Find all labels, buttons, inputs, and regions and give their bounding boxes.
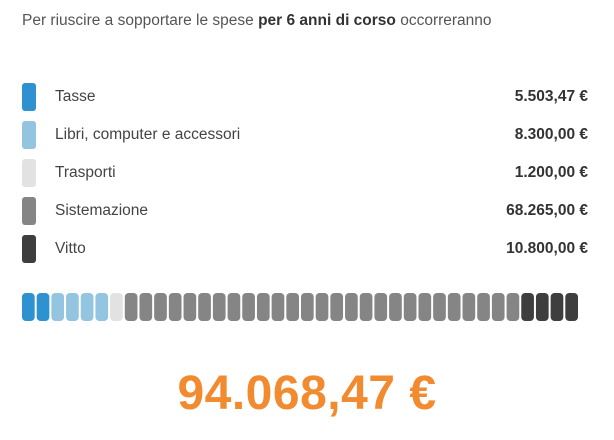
bar-segment (315, 293, 329, 321)
bar-segment (286, 293, 299, 321)
bar-segment (22, 293, 35, 321)
expense-label: Tasse (55, 88, 96, 105)
bar-segment (565, 293, 578, 321)
bar-segment (139, 293, 153, 321)
expense-label: Libri, computer e accessori (55, 126, 241, 143)
bar-segment (198, 293, 211, 321)
bar-segment (447, 293, 461, 321)
expense-amount: 10.800,00 € (506, 240, 588, 257)
bar-segment (477, 293, 490, 321)
bar-segment (433, 293, 446, 321)
total-amount: 94.068,47 € (177, 367, 437, 420)
bar-segment (256, 293, 270, 321)
bar-segment (418, 293, 432, 321)
bar-segment (154, 293, 167, 321)
color-swatch (22, 159, 36, 187)
expense-row-tasse: Tasse 5.503,47 € (22, 78, 588, 116)
bar-segment (374, 293, 388, 321)
bar-segment (212, 293, 226, 321)
bar-segment (535, 293, 549, 321)
color-swatch (22, 197, 36, 225)
bar-segment (389, 293, 402, 321)
expense-label: Sistemazione (55, 202, 149, 219)
bar-segment (66, 293, 79, 321)
bar-segment (462, 293, 476, 321)
bar-segment (110, 293, 123, 321)
bar-segment (183, 293, 197, 321)
color-swatch (22, 83, 36, 111)
bar-segment (80, 293, 94, 321)
bar-segment (242, 293, 255, 321)
expense-row-sistemazione: Sistemazione 68.265,00 € (22, 192, 588, 230)
color-swatch (22, 235, 36, 263)
bar-segment (330, 293, 344, 321)
intro-bold: per 6 anni di corso (258, 12, 396, 29)
intro-text: Per riuscire a sopportare le spese per 6… (22, 10, 602, 32)
expense-label: Vitto (55, 240, 86, 257)
expense-amount: 5.503,47 € (514, 88, 588, 105)
bar-segment (124, 293, 138, 321)
bar-segment (95, 293, 109, 321)
expense-amount: 8.300,00 € (514, 126, 588, 143)
expense-list: Tasse 5.503,47 € Libri, computer e acces… (22, 78, 588, 268)
intro-after: occorreranno (400, 12, 492, 29)
bar-segment (506, 293, 520, 321)
bar-segment (51, 293, 65, 321)
expense-row-trasporti: Trasporti 1.200,00 € (22, 154, 588, 192)
segment-bar-svg (22, 293, 578, 321)
expense-segment-bar (22, 292, 578, 322)
bar-segment (550, 293, 564, 321)
bar-segment (521, 293, 534, 321)
expense-amount: 68.265,00 € (506, 202, 588, 219)
bar-segment (359, 293, 373, 321)
expense-amount: 1.200,00 € (514, 164, 588, 181)
bar-segment (403, 293, 417, 321)
intro-before: Per riuscire a sopportare le spese (22, 12, 254, 29)
color-swatch (22, 121, 36, 149)
bar-segment (491, 293, 505, 321)
expense-row-libri: Libri, computer e accessori 8.300,00 € (22, 116, 588, 154)
bar-segment (227, 293, 241, 321)
expense-label: Trasporti (55, 164, 116, 181)
bar-segment (271, 293, 285, 321)
expense-row-vitto: Vitto 10.800,00 € (22, 230, 588, 268)
bar-segment (301, 293, 314, 321)
bar-segment (168, 293, 182, 321)
bar-segment (345, 293, 358, 321)
bar-segment (36, 293, 50, 321)
